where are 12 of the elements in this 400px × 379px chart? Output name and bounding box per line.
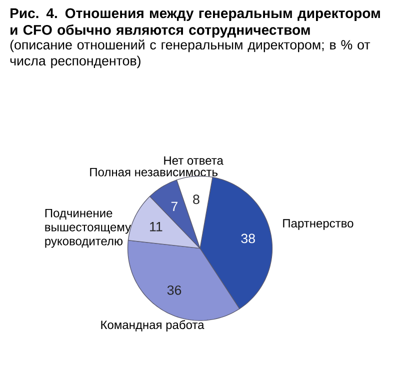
slice-label: Партнерство [283,219,354,230]
data-label: 36 [167,285,182,295]
slice-label: Подчинение вышестоящему руководителю [45,208,132,248]
data-label: 7 [171,202,178,212]
data-label: 11 [150,222,162,232]
slice-label: Нет ответа [164,156,224,165]
data-label: 8 [193,194,200,204]
chart-title: Рис. 4. Отношения между генеральным директором и CFO обычно являются сотрудничеством [10,8,380,38]
chart-subtitle: (описание отношений с генеральным директором; в % от числа респондентов) [10,39,370,68]
slice-label: Полная независимость [90,168,218,176]
slice-label: Командная работа [101,320,204,332]
data-label: 38 [241,234,255,244]
